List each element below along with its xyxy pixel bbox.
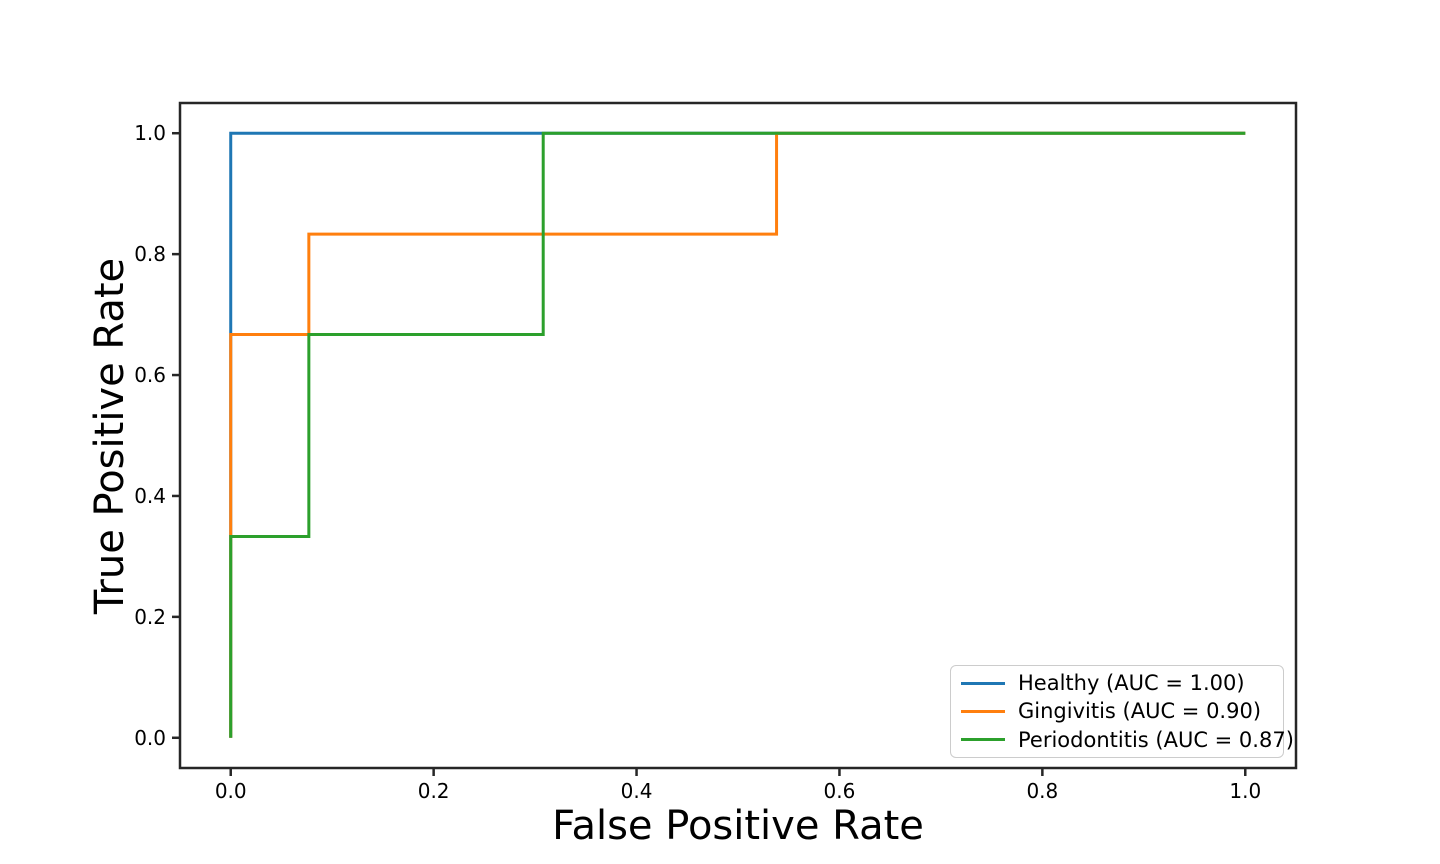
- legend-item-periodontitis: Periodontitis (AUC = 0.87): [961, 726, 1294, 754]
- legend-label-healthy: Healthy (AUC = 1.00): [1018, 671, 1245, 696]
- x-tick-label: 0.2: [418, 779, 450, 803]
- legend-item-healthy: Healthy (AUC = 1.00): [961, 669, 1273, 697]
- y-tick-label: 0.2: [134, 605, 166, 629]
- legend-line-swatch-gingivitis: [961, 709, 1005, 713]
- legend-box: Healthy (AUC = 1.00) Gingivitis (AUC = 0…: [950, 665, 1294, 758]
- y-tick-label: 0.0: [134, 726, 166, 750]
- legend-label-periodontitis: Periodontitis (AUC = 0.87): [1018, 727, 1294, 752]
- x-tick-label: 0.8: [1026, 779, 1058, 803]
- x-axis-label: False Positive Rate: [552, 803, 924, 849]
- x-tick-label: 0.0: [215, 779, 247, 803]
- axes-spines: [178, 101, 1298, 770]
- legend-line-swatch-healthy: [961, 681, 1005, 685]
- x-tick-label: 0.6: [824, 779, 856, 803]
- x-tick-label: 0.4: [621, 779, 653, 803]
- y-tick-label: 1.0: [134, 121, 166, 145]
- roc-curve-periodontitis: [229, 131, 1246, 738]
- y-axis-label: True Positive Rate: [87, 257, 133, 615]
- x-tick-label: 1.0: [1229, 779, 1261, 803]
- y-tick-label: 0.4: [134, 484, 166, 508]
- y-tick-label: 0.8: [134, 242, 166, 266]
- legend-label-gingivitis: Gingivitis (AUC = 0.90): [1018, 699, 1262, 724]
- legend-line-swatch-periodontitis: [961, 738, 1005, 742]
- roc-curve-healthy: [229, 131, 1246, 738]
- legend-item-gingivitis: Gingivitis (AUC = 0.90): [961, 697, 1273, 725]
- y-tick-label: 0.6: [134, 363, 166, 387]
- roc-curve-gingivitis: [229, 131, 1246, 738]
